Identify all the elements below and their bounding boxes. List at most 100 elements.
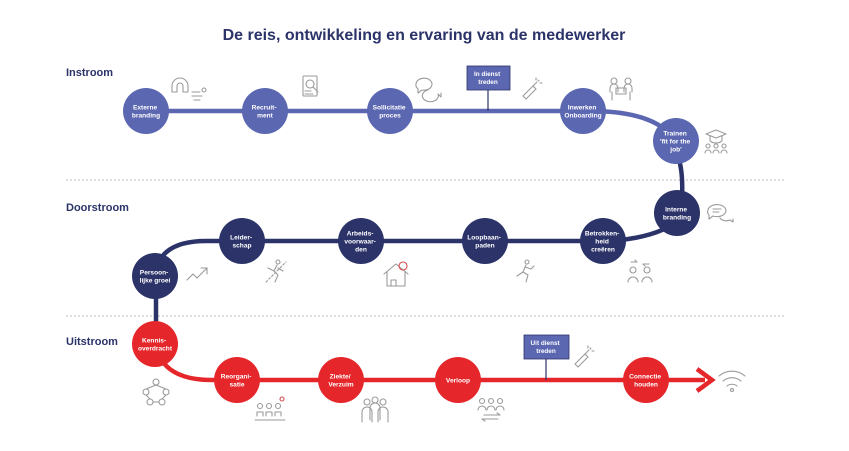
flag-in-dienst-treden: In dienst treden [466,65,511,111]
reorganisation-icon [254,396,286,421]
node-persoonlijke-groei: Persoon- lijke groei [132,253,178,299]
node-label: Arbeids- voorwaar- den [344,231,377,254]
node-label-line: creëren [591,247,615,254]
node-recruitment: Recruit- ment [242,88,288,134]
node-label-line: Verzuim [328,382,353,389]
node-label-line: heid [595,239,609,246]
flag-box [466,65,511,91]
node-label-line: Onboarding [564,113,601,120]
node-label-line: Trainen [663,131,686,138]
node-circle [654,190,700,236]
node-label-line: Reorgani- [221,374,252,381]
node-circle [435,357,481,403]
path-arrowhead [695,367,716,393]
node-label: Trainen 'fit for the job' [660,131,692,154]
node-label: Kennis- overdracht [138,338,173,353]
node-label-line: Arbeids- [347,231,374,238]
node-label: Sollicitatie proces [373,105,408,120]
node-verloop: Verloop [435,357,481,403]
node-interne-branding: Interne branding [654,190,700,236]
node-label-line: overdracht [138,346,173,353]
path-segment-doorstroom [153,138,685,322]
page-title: De reis, ontwikkeling en ervaring van de… [223,27,626,44]
node-label: Interne branding [663,207,691,222]
running-person-icon [516,259,535,283]
node-label-line: Sollicitatie [373,105,406,112]
node-label-line: branding [663,215,691,222]
node-circle [462,218,508,264]
training-icon [704,129,728,154]
flag-uit-dienst-treden: Uit dienst treden [523,334,570,380]
node-ziekte-verzuim: Ziekte/ Verzuim [318,357,364,403]
node-loopbaanpaden: Loopbaan- paden [462,218,508,264]
node-reorganisatie: Reorgani- satie [214,357,260,403]
node-label-line: Interne [665,207,687,214]
node-circle [367,88,413,134]
node-label-line: voorwaar- [344,239,376,246]
node-label: Recruit- ment [252,105,279,120]
node-label: Reorgani- satie [221,374,254,389]
section-label-instroom: Instroom [66,67,113,79]
resume-search-icon [302,75,319,97]
node-label: Verloop [446,378,470,385]
node-label-line: Betrokken- [585,231,619,238]
flag-label-line: In dienst [474,71,501,78]
node-trainen: Trainen 'fit for the job' [653,118,699,164]
flag-label-line: Uit dienst [531,340,561,347]
node-label-line: Inwerken [568,105,597,112]
node-kennisoverdracht: Kennis- overdracht [132,321,178,367]
node-externe-branding: Externe branding [123,88,169,134]
section-label-doorstroom: Doorstroom [66,202,129,214]
journey-nodes: Externe branding Recruit- ment Sollicita… [123,88,700,403]
node-leiderschap: Leider- schap [219,218,265,264]
flag-label: Uit dienst treden [531,340,562,355]
node-circle [242,88,288,134]
people-exchange-icon [627,259,653,283]
node-label: Leider- schap [230,235,254,250]
node-label-line: satie [229,382,244,389]
node-label: Inwerken Onboarding [564,105,601,120]
magnet-icon [171,77,207,101]
node-label: Betrokken- heid creëren [585,231,621,254]
node-circle [132,321,178,367]
node-label: Persoon- lijke groei [140,270,171,285]
node-label-line: paden [475,243,494,250]
node-inwerken-onboarding: Inwerken Onboarding [560,88,606,134]
node-label: Ziekte/ Verzuim [328,374,353,389]
node-circle [123,88,169,134]
people-group-icon [361,396,389,423]
climbing-person-icon [265,259,287,283]
wifi-icon [718,370,746,393]
node-label-line: Kennis- [142,338,166,345]
node-betrokkenheid-creeren: Betrokken- heid creëren [580,218,626,264]
node-label-line: Verloop [446,378,470,385]
node-circle [623,357,669,403]
node-label-line: 'fit for the [660,139,690,146]
node-sollicitatie-proces: Sollicitatie proces [367,88,413,134]
champagne-icon [522,77,543,100]
node-label-line: branding [132,113,160,120]
team-meeting-icon [609,77,633,101]
node-label-line: houden [634,382,658,389]
node-label-line: Loopbaan- [467,235,501,242]
node-label: Loopbaan- paden [467,235,503,250]
node-label-line: job' [669,147,682,154]
growth-chart-icon [186,267,208,281]
people-transfer-icon [477,397,505,422]
node-circle [580,218,626,264]
node-label-line: Externe [133,105,158,112]
node-label-line: proces [379,113,401,120]
node-label-line: Ziekte/ [330,374,351,381]
node-circle [318,357,364,403]
knowledge-network-icon [142,378,170,406]
flag-box [523,334,570,360]
node-label-line: ment [257,113,274,120]
node-label: Connectie houden [629,374,663,389]
node-label-line: Connectie [629,374,661,381]
node-circle [132,253,178,299]
node-circle [560,88,606,134]
house-euro-icon [383,261,409,287]
node-circle [338,218,384,264]
node-circle [653,118,699,164]
